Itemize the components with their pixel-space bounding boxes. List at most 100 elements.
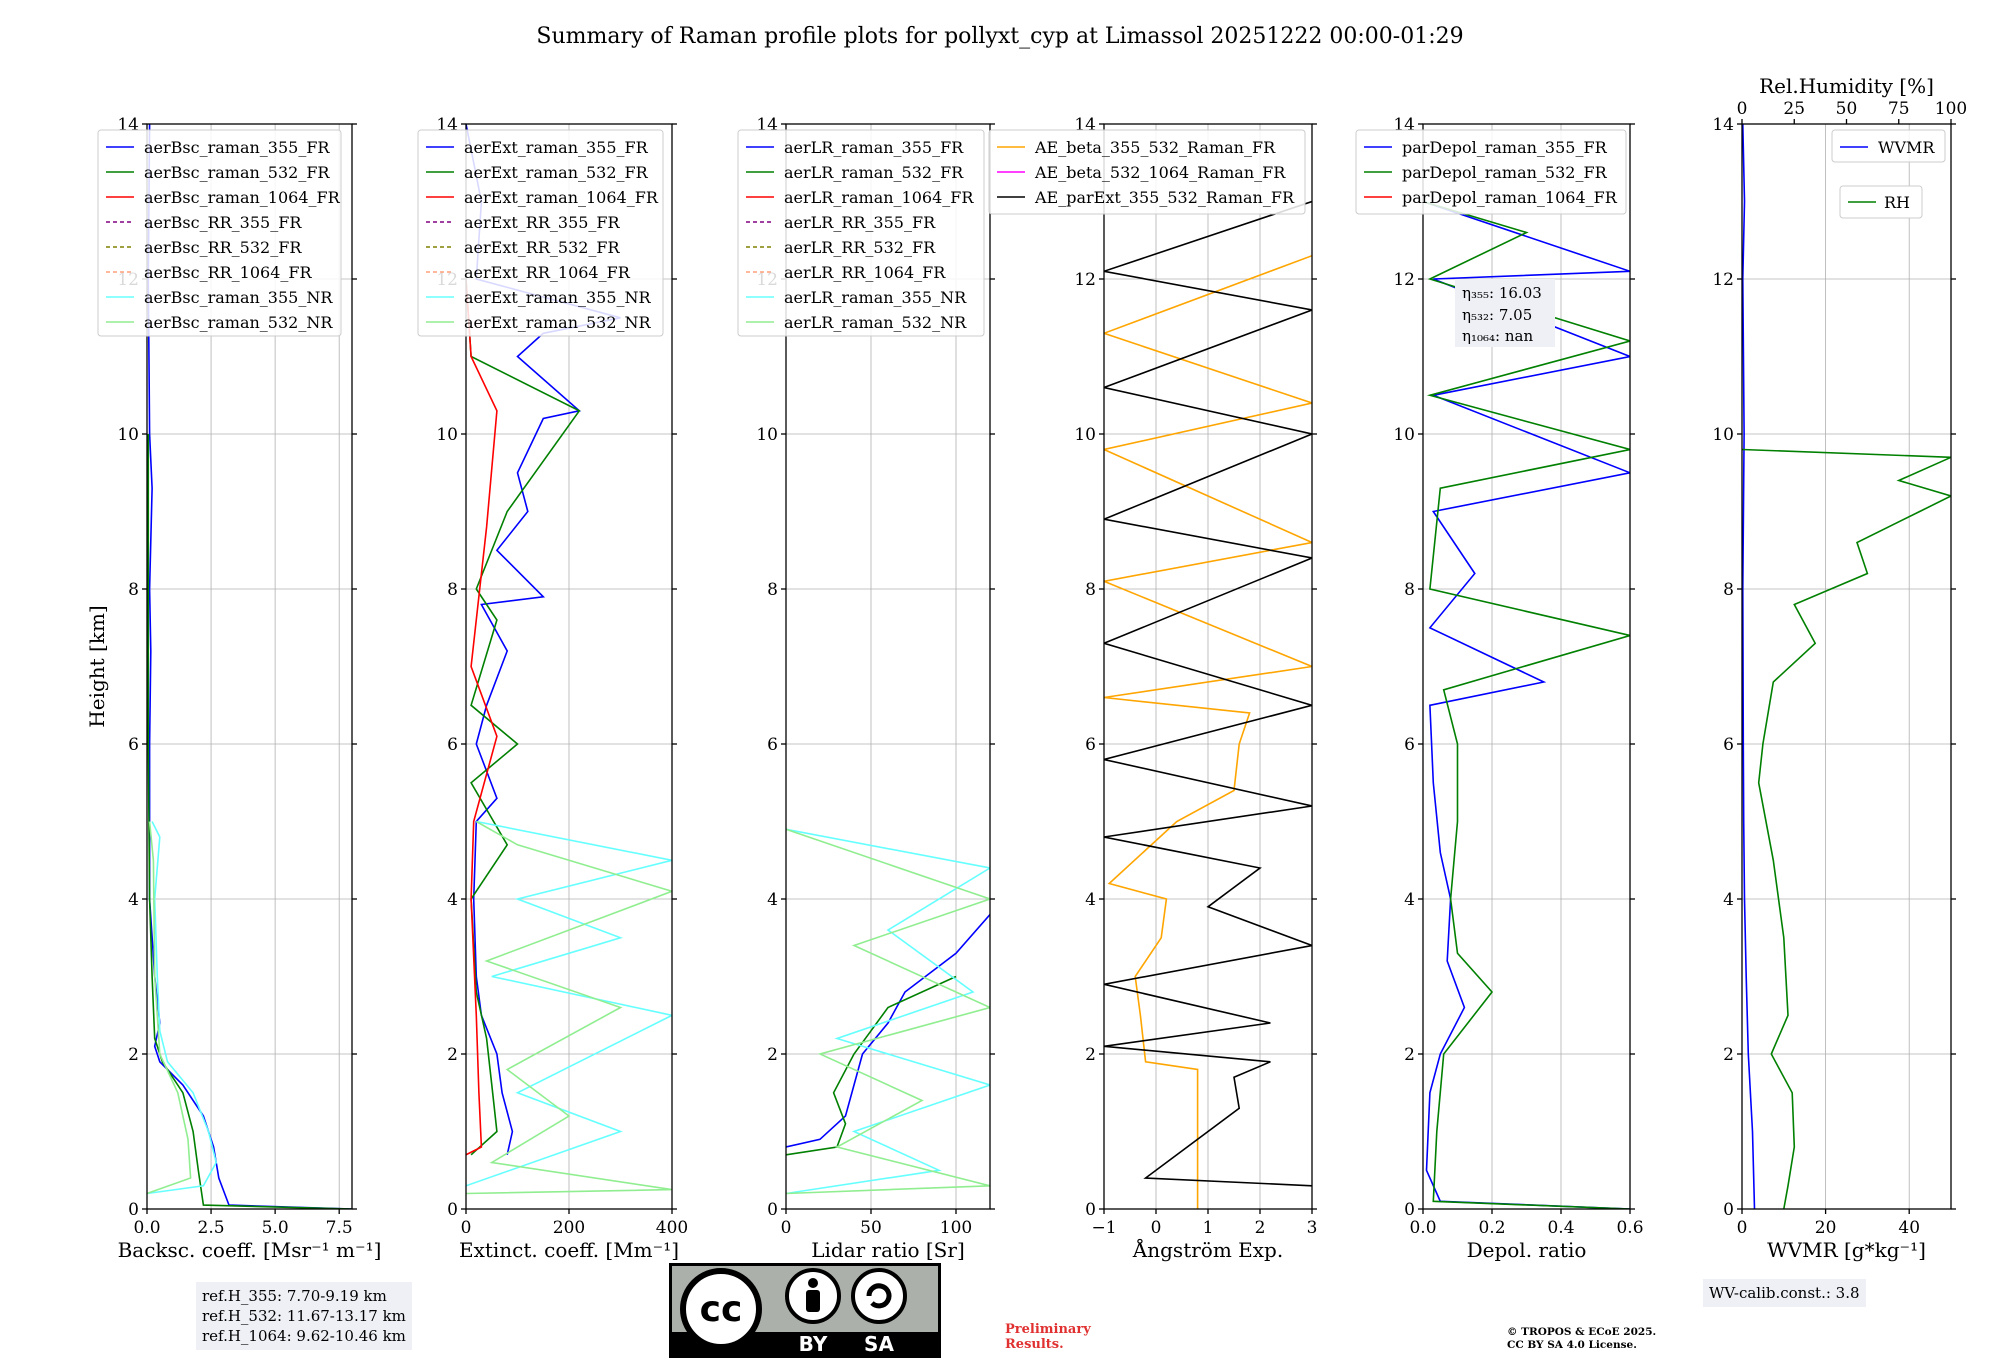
y-tick-label: 6 [767, 735, 778, 755]
x-tick-label: 0.4 [1547, 1218, 1574, 1238]
legend-label: WVMR [1878, 138, 1935, 157]
x-tick-label: 400 [656, 1218, 688, 1238]
legend-label: aerBsc_raman_1064_FR [144, 188, 341, 207]
y-tick-label: 6 [1723, 735, 1734, 755]
x-axis-label: Backsc. coeff. [Msr⁻¹ m⁻¹] [118, 1238, 382, 1262]
plot-frame [785, 123, 991, 1210]
wv-calibration-box: WV-calib.const.: 3.8 [1703, 1279, 1866, 1307]
legend-label: parDepol_raman_355_FR [1402, 138, 1608, 157]
y-tick-label: 2 [128, 1045, 139, 1065]
y-tick-label: 10 [1074, 425, 1096, 445]
legend-label: aerBsc_raman_532_FR [144, 163, 330, 182]
x-tick-label: 50 [860, 1218, 882, 1238]
y-tick-label: 8 [1085, 580, 1096, 600]
y-tick-label: 2 [767, 1045, 778, 1065]
legend-label: aerBsc_raman_355_FR [144, 138, 330, 157]
ref-height-1064: ref.H_1064: 9.62-10.46 km [202, 1327, 406, 1345]
legend-label: AE_beta_532_1064_Raman_FR [1034, 163, 1286, 182]
x-tick-label: 0.2 [1478, 1218, 1505, 1238]
x-tick-label: 40 [1898, 1218, 1920, 1238]
eta-box [1455, 279, 1555, 347]
series-line-aerLR_raman_532_NR [786, 828, 990, 1195]
series-line-aerLR_raman_355_FR [786, 913, 990, 1148]
x-tick-label: 2.5 [198, 1218, 225, 1238]
plot-frame [1741, 123, 1952, 1210]
y-tick-label: 12 [1712, 270, 1734, 290]
by-text: BY [799, 1332, 828, 1356]
legend-box [737, 129, 985, 337]
legend-label: aerBsc_RR_355_FR [144, 213, 302, 232]
series-group [1104, 200, 1312, 1209]
series-line-parDepol_raman_355_FR [1423, 200, 1630, 1209]
x-tick-label: 5.0 [262, 1218, 289, 1238]
legend-label: aerLR_raman_1064_FR [784, 188, 974, 207]
legend-label: aerExt_RR_355_FR [464, 213, 621, 232]
cc-by-sa-badge: cc BY SA [669, 1263, 941, 1358]
x-tick-label: −1 [1091, 1218, 1116, 1238]
preliminary-results-note: Preliminary Results. [1005, 1322, 1145, 1352]
y-tick-label: 2 [1085, 1045, 1096, 1065]
copyright-line2: CC BY SA 4.0 License. [1507, 1339, 1637, 1351]
eta-532-label: η₅₃₂: 7.05 [1462, 306, 1532, 324]
legend: parDepol_raman_355_FR parDepol_raman_532_… [1355, 129, 1627, 215]
share-alike-icon [851, 1268, 907, 1324]
x-tick-label: 20 [1815, 1218, 1837, 1238]
plot-frame [146, 123, 353, 1210]
y-tick-label: 10 [1393, 425, 1415, 445]
legend-label: aerLR_RR_355_FR [784, 213, 936, 232]
series-line-aerExt_raman_355_NR [466, 820, 672, 1187]
legend-box [97, 129, 342, 337]
legend-label: aerBsc_raman_532_NR [144, 313, 333, 332]
y-tick-label: 8 [1723, 580, 1734, 600]
plot-frame [1422, 123, 1631, 1210]
legend-box [417, 129, 664, 337]
copyright-note: © TROPOS & ECoE 2025. CC BY SA 4.0 Licen… [1507, 1326, 1767, 1352]
series-line-aerLR_raman_532_FR [786, 975, 957, 1156]
cc-circle-icon [680, 1268, 762, 1350]
x-tick-label: 7.5 [326, 1218, 353, 1238]
y-tick-label: 8 [1404, 580, 1415, 600]
x-axis-label: Extinct. coeff. [Mm⁻¹] [459, 1238, 679, 1262]
x-tick-label: 0.0 [133, 1218, 160, 1238]
legend-label: aerExt_raman_355_NR [464, 288, 652, 307]
top-x-tick-label: 25 [1783, 99, 1805, 119]
legend-label: aerBsc_raman_355_NR [144, 288, 333, 307]
y-tick-label: 8 [767, 580, 778, 600]
y-tick-label: 10 [117, 425, 139, 445]
legend-box [1831, 129, 1946, 163]
series-line-aerLR_raman_355_NR [786, 828, 990, 1195]
x-axis-label: Depol. ratio [1467, 1238, 1587, 1262]
series-line-AE_parExt_355_532_Raman_FR [1104, 200, 1312, 1187]
x-tick-label: 0 [461, 1218, 472, 1238]
panel-ext: 024681012140200400Extinct. coeff. [Mm⁻¹]… [417, 115, 688, 1262]
legend-label: aerLR_RR_1064_FR [784, 263, 946, 282]
y-tick-label: 2 [1723, 1045, 1734, 1065]
y-tick-label: 0 [1404, 1200, 1415, 1220]
legend-box [1355, 129, 1627, 215]
y-tick-label: 4 [1404, 890, 1415, 910]
legend: aerBsc_raman_355_FR aerBsc_raman_532_FRae… [97, 129, 342, 337]
x-tick-label: 2 [1255, 1218, 1266, 1238]
y-tick-label: 4 [1723, 890, 1734, 910]
legend-label: aerLR_raman_355_NR [784, 288, 967, 307]
y-tick-label: 12 [1393, 270, 1415, 290]
legend-label: AE_parExt_355_532_Raman_FR [1034, 188, 1295, 207]
eta-1064-label: η₁₀₆₄: nan [1462, 327, 1533, 345]
preliminary-line2: Results. [1005, 1337, 1064, 1352]
preliminary-line1: Preliminary [1005, 1322, 1091, 1337]
series-line-aerBsc_raman_532_NR [147, 821, 192, 1195]
x-tick-label: 0 [1737, 1218, 1748, 1238]
legend: aerLR_raman_355_FR aerLR_raman_532_FR aerL… [737, 129, 985, 337]
y-tick-label: 4 [767, 890, 778, 910]
series-line-parDepol_raman_532_FR [1423, 200, 1630, 1209]
legend-label: aerExt_raman_532_NR [464, 313, 652, 332]
legend-box [988, 129, 1306, 215]
x-axis-label: Ångström Exp. [1132, 1237, 1283, 1262]
series-group [147, 124, 352, 1209]
ref-height-532: ref.H_532: 11.67-13.17 km [202, 1307, 406, 1325]
series-line-aerBsc_raman_532_FR [147, 434, 352, 1209]
